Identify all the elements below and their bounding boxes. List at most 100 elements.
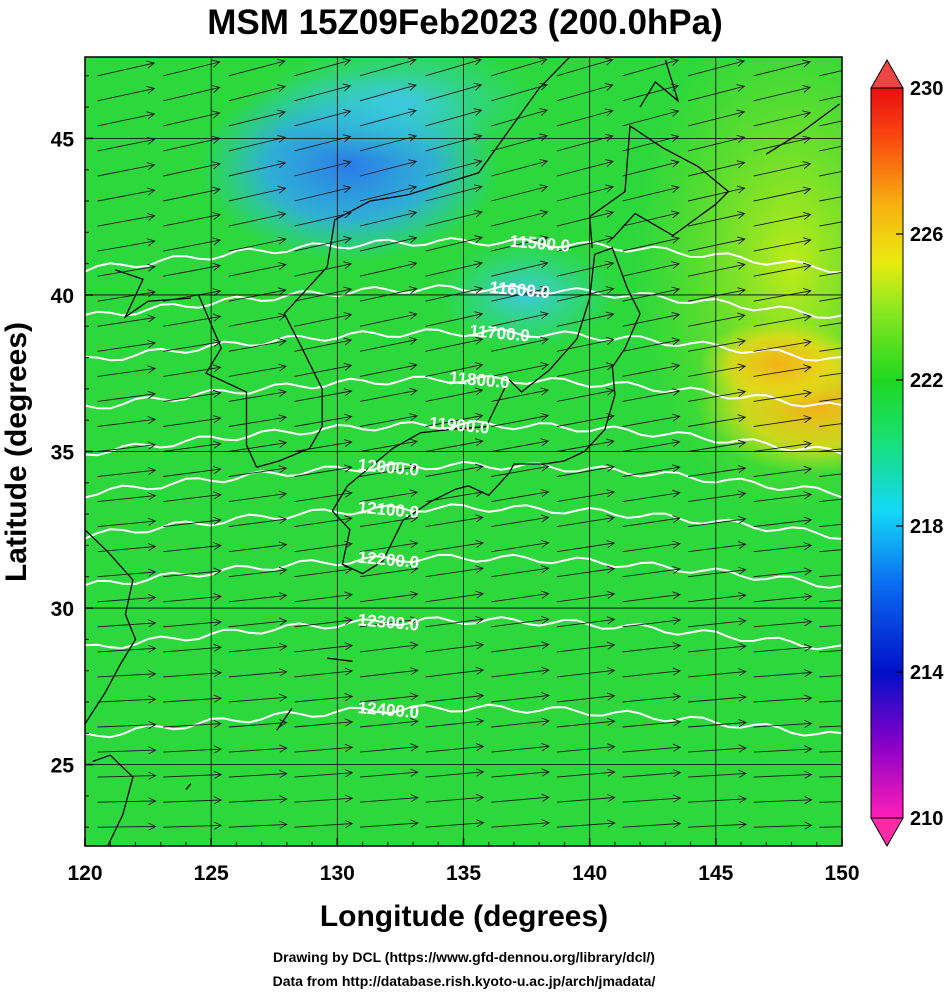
wind-vector (228, 86, 286, 102)
wind-vector (622, 390, 680, 402)
wind-vector-head (605, 209, 615, 218)
wind-vector (294, 492, 352, 503)
wind-vector-head (803, 440, 813, 449)
wind-vector-head (408, 336, 418, 345)
wind-vector (491, 618, 549, 628)
wind-vector (622, 59, 679, 77)
wind-vector-head (277, 287, 287, 296)
wind-vector-head (606, 413, 615, 422)
wind-vector-head (277, 135, 287, 143)
wind-vector-head (671, 388, 681, 397)
wind-vector (819, 649, 842, 653)
wind-vector-head (605, 362, 615, 371)
wind-vector (359, 364, 417, 377)
wind-vector (753, 773, 812, 778)
wind-vector-head (278, 465, 288, 474)
wind-vector (425, 389, 483, 402)
wind-vector (556, 262, 614, 277)
wind-vector-head (539, 209, 549, 218)
wind-vector-head (212, 313, 222, 322)
wind-vector-head (279, 795, 288, 804)
y-axis-label: Latitude (degrees) (0, 322, 33, 582)
wind-vector (622, 237, 680, 252)
wind-vector (228, 340, 286, 352)
wind-vector (228, 314, 286, 327)
wind-vector (688, 442, 746, 452)
wind-vector-head (410, 819, 419, 828)
wind-vector-head (213, 643, 222, 652)
wind-vector (556, 160, 614, 177)
wind-vector-head (146, 238, 156, 247)
colorbar-tick-label: 230 (910, 78, 943, 100)
wind-vector (556, 746, 615, 753)
wind-vector (294, 695, 353, 703)
wind-vector-head (737, 490, 747, 499)
wind-vector-head (278, 515, 288, 524)
wind-vector (359, 568, 418, 578)
wind-vector (556, 720, 615, 728)
wind-vector (228, 162, 286, 177)
wind-vector (359, 466, 418, 477)
wind-vector (753, 519, 812, 528)
wind-vector (819, 523, 842, 528)
wind-vector-head (148, 644, 157, 653)
wind-vector (97, 240, 155, 252)
field-anomaly (698, 318, 842, 409)
wind-vector-head (736, 58, 746, 67)
wind-vector (622, 415, 680, 427)
wind-vector-head (540, 336, 549, 345)
wind-vector-head (213, 719, 223, 729)
wind-vector-head (475, 666, 485, 675)
wind-vector-head (671, 337, 681, 346)
wind-vector-head (146, 85, 156, 94)
wind-vector-head (277, 160, 287, 169)
coastline (256, 57, 571, 468)
wind-vector (163, 137, 220, 152)
wind-vector (359, 822, 418, 828)
wind-vector-head (607, 819, 616, 828)
wind-vector-head (803, 618, 813, 627)
wind-vector (622, 746, 681, 753)
wind-vector-head (277, 185, 287, 194)
wind-vector-head (148, 797, 157, 806)
wind-vector (556, 593, 615, 603)
wind-vector (753, 163, 811, 177)
wind-vector-head (278, 617, 288, 626)
wind-vector-head (147, 517, 157, 526)
wind-vector (491, 415, 549, 427)
wind-vector-head (475, 565, 484, 574)
wind-vector (688, 492, 746, 503)
wind-vector-head (802, 161, 812, 170)
wind-vector-head (541, 692, 550, 701)
wind-vector (622, 823, 681, 828)
wind-vector (97, 88, 155, 102)
wind-vector (359, 517, 418, 528)
wind-vector-head (738, 617, 747, 626)
wind-vector (819, 145, 842, 152)
wind-vector-head (539, 133, 549, 142)
wind-vector-head (409, 514, 419, 523)
wind-vector (819, 498, 842, 503)
wind-vector (688, 722, 746, 728)
wind-vector (556, 364, 614, 377)
wind-vector (359, 211, 417, 227)
x-tick-label: 145 (698, 862, 733, 885)
wind-vector (622, 441, 680, 452)
wind-vector-head (737, 515, 747, 524)
wind-vector-head (804, 821, 813, 830)
wind-vector-head (408, 260, 418, 269)
wind-vector (556, 415, 614, 427)
wind-vector-head (213, 516, 222, 525)
wind-vector (491, 236, 548, 252)
wind-vector-head (604, 57, 614, 66)
wind-vector (819, 599, 842, 603)
wind-vector-head (539, 108, 549, 116)
wind-vector-head (212, 389, 222, 398)
wind-vector (491, 160, 548, 177)
wind-vector-head (540, 362, 550, 370)
wind-vector (819, 397, 842, 402)
wind-vector-head (344, 616, 353, 625)
wind-vector-head (278, 592, 288, 601)
colorbar-top-arrow (870, 58, 904, 89)
wind-vector-head (606, 667, 616, 676)
